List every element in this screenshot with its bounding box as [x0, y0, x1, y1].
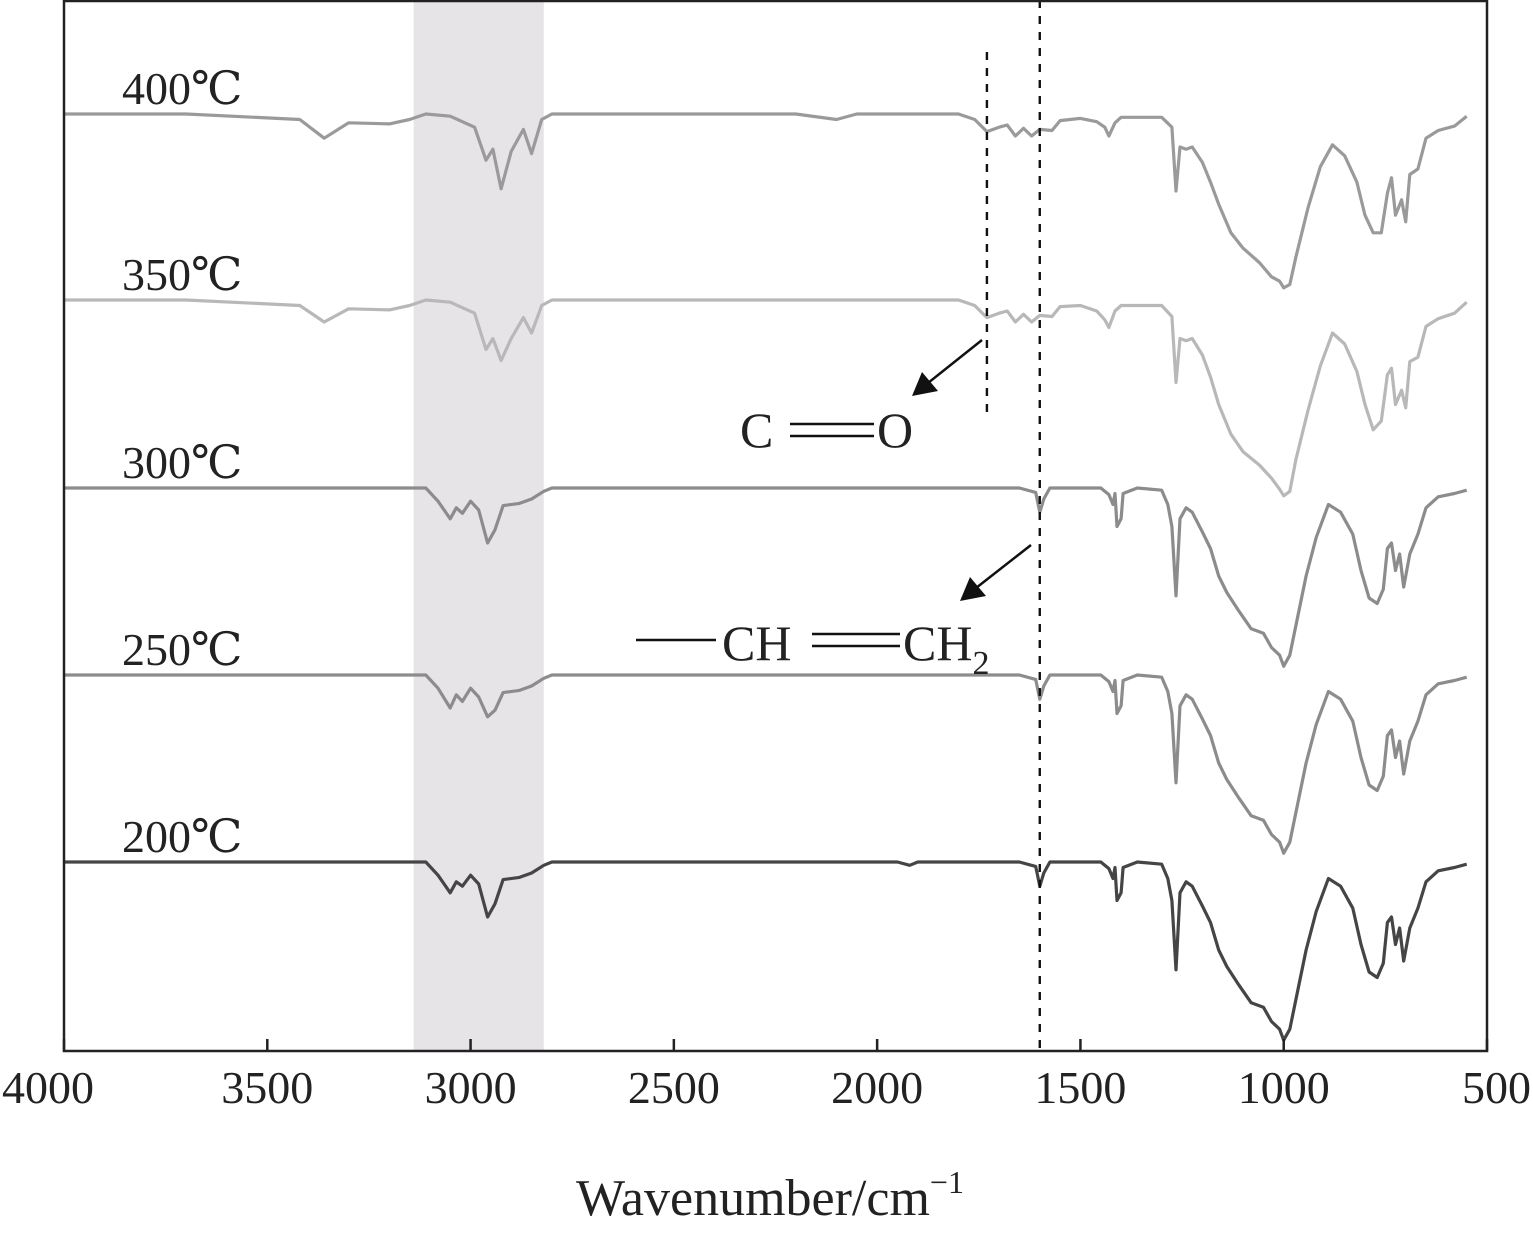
x-tick-label: 2500 [628, 1062, 720, 1113]
carbonyl-arrow-shaft [927, 339, 983, 384]
annotation-carbonyl: C O [740, 339, 983, 458]
series-layer: 400℃ 350℃ 300℃ 250℃ 200℃ [64, 63, 1468, 1042]
series-label-250c: 250℃ [122, 624, 242, 675]
plot-frame [62, 0, 1489, 1053]
x-tick-label: 3000 [425, 1062, 517, 1113]
series-line-400c [64, 112, 1468, 290]
x-tick-label: 1000 [1238, 1062, 1330, 1113]
x-axis-label-superscript: −1 [930, 1164, 964, 1200]
vinyl-ch2-text: CH [903, 615, 972, 671]
x-tick-label: 500 [1462, 1062, 1531, 1113]
x-axis-label-text: Wavenumber/cm [576, 1170, 930, 1227]
x-tick-label: 4000 [2, 1062, 94, 1113]
annotation-vinyl: CH CH2 [636, 544, 1032, 682]
carbonyl-o-label: O [877, 402, 913, 458]
x-tick-label: 1500 [1034, 1062, 1126, 1113]
series-label-200c: 200℃ [122, 811, 242, 862]
series-label-350c: 350℃ [122, 249, 242, 300]
highlight-band [413, 0, 544, 1051]
vinyl-ch2-label: CH2 [903, 615, 989, 682]
series-label-400c: 400℃ [122, 63, 242, 114]
series-line-250c [64, 673, 1468, 855]
x-tick-label: 2000 [831, 1062, 923, 1113]
vinyl-arrow-shaft [975, 544, 1032, 589]
carbonyl-c-label: C [740, 402, 773, 458]
vinyl-ch2-subscript: 2 [972, 645, 989, 682]
vinyl-arrowhead-icon [960, 577, 986, 601]
x-tick-label: 3500 [221, 1062, 313, 1113]
vinyl-ch-label: CH [722, 615, 791, 671]
x-axis-label: Wavenumber/cm−1 [576, 1164, 964, 1227]
series-label-300c: 300℃ [122, 437, 242, 488]
carbonyl-arrowhead-icon [912, 372, 938, 396]
x-axis-ticks: 4000 3500 3000 2500 2000 1500 1000 500 [2, 1039, 1531, 1113]
series-line-300c [64, 486, 1468, 668]
series-line-200c [64, 860, 1468, 1042]
series-line-350c [64, 298, 1468, 498]
